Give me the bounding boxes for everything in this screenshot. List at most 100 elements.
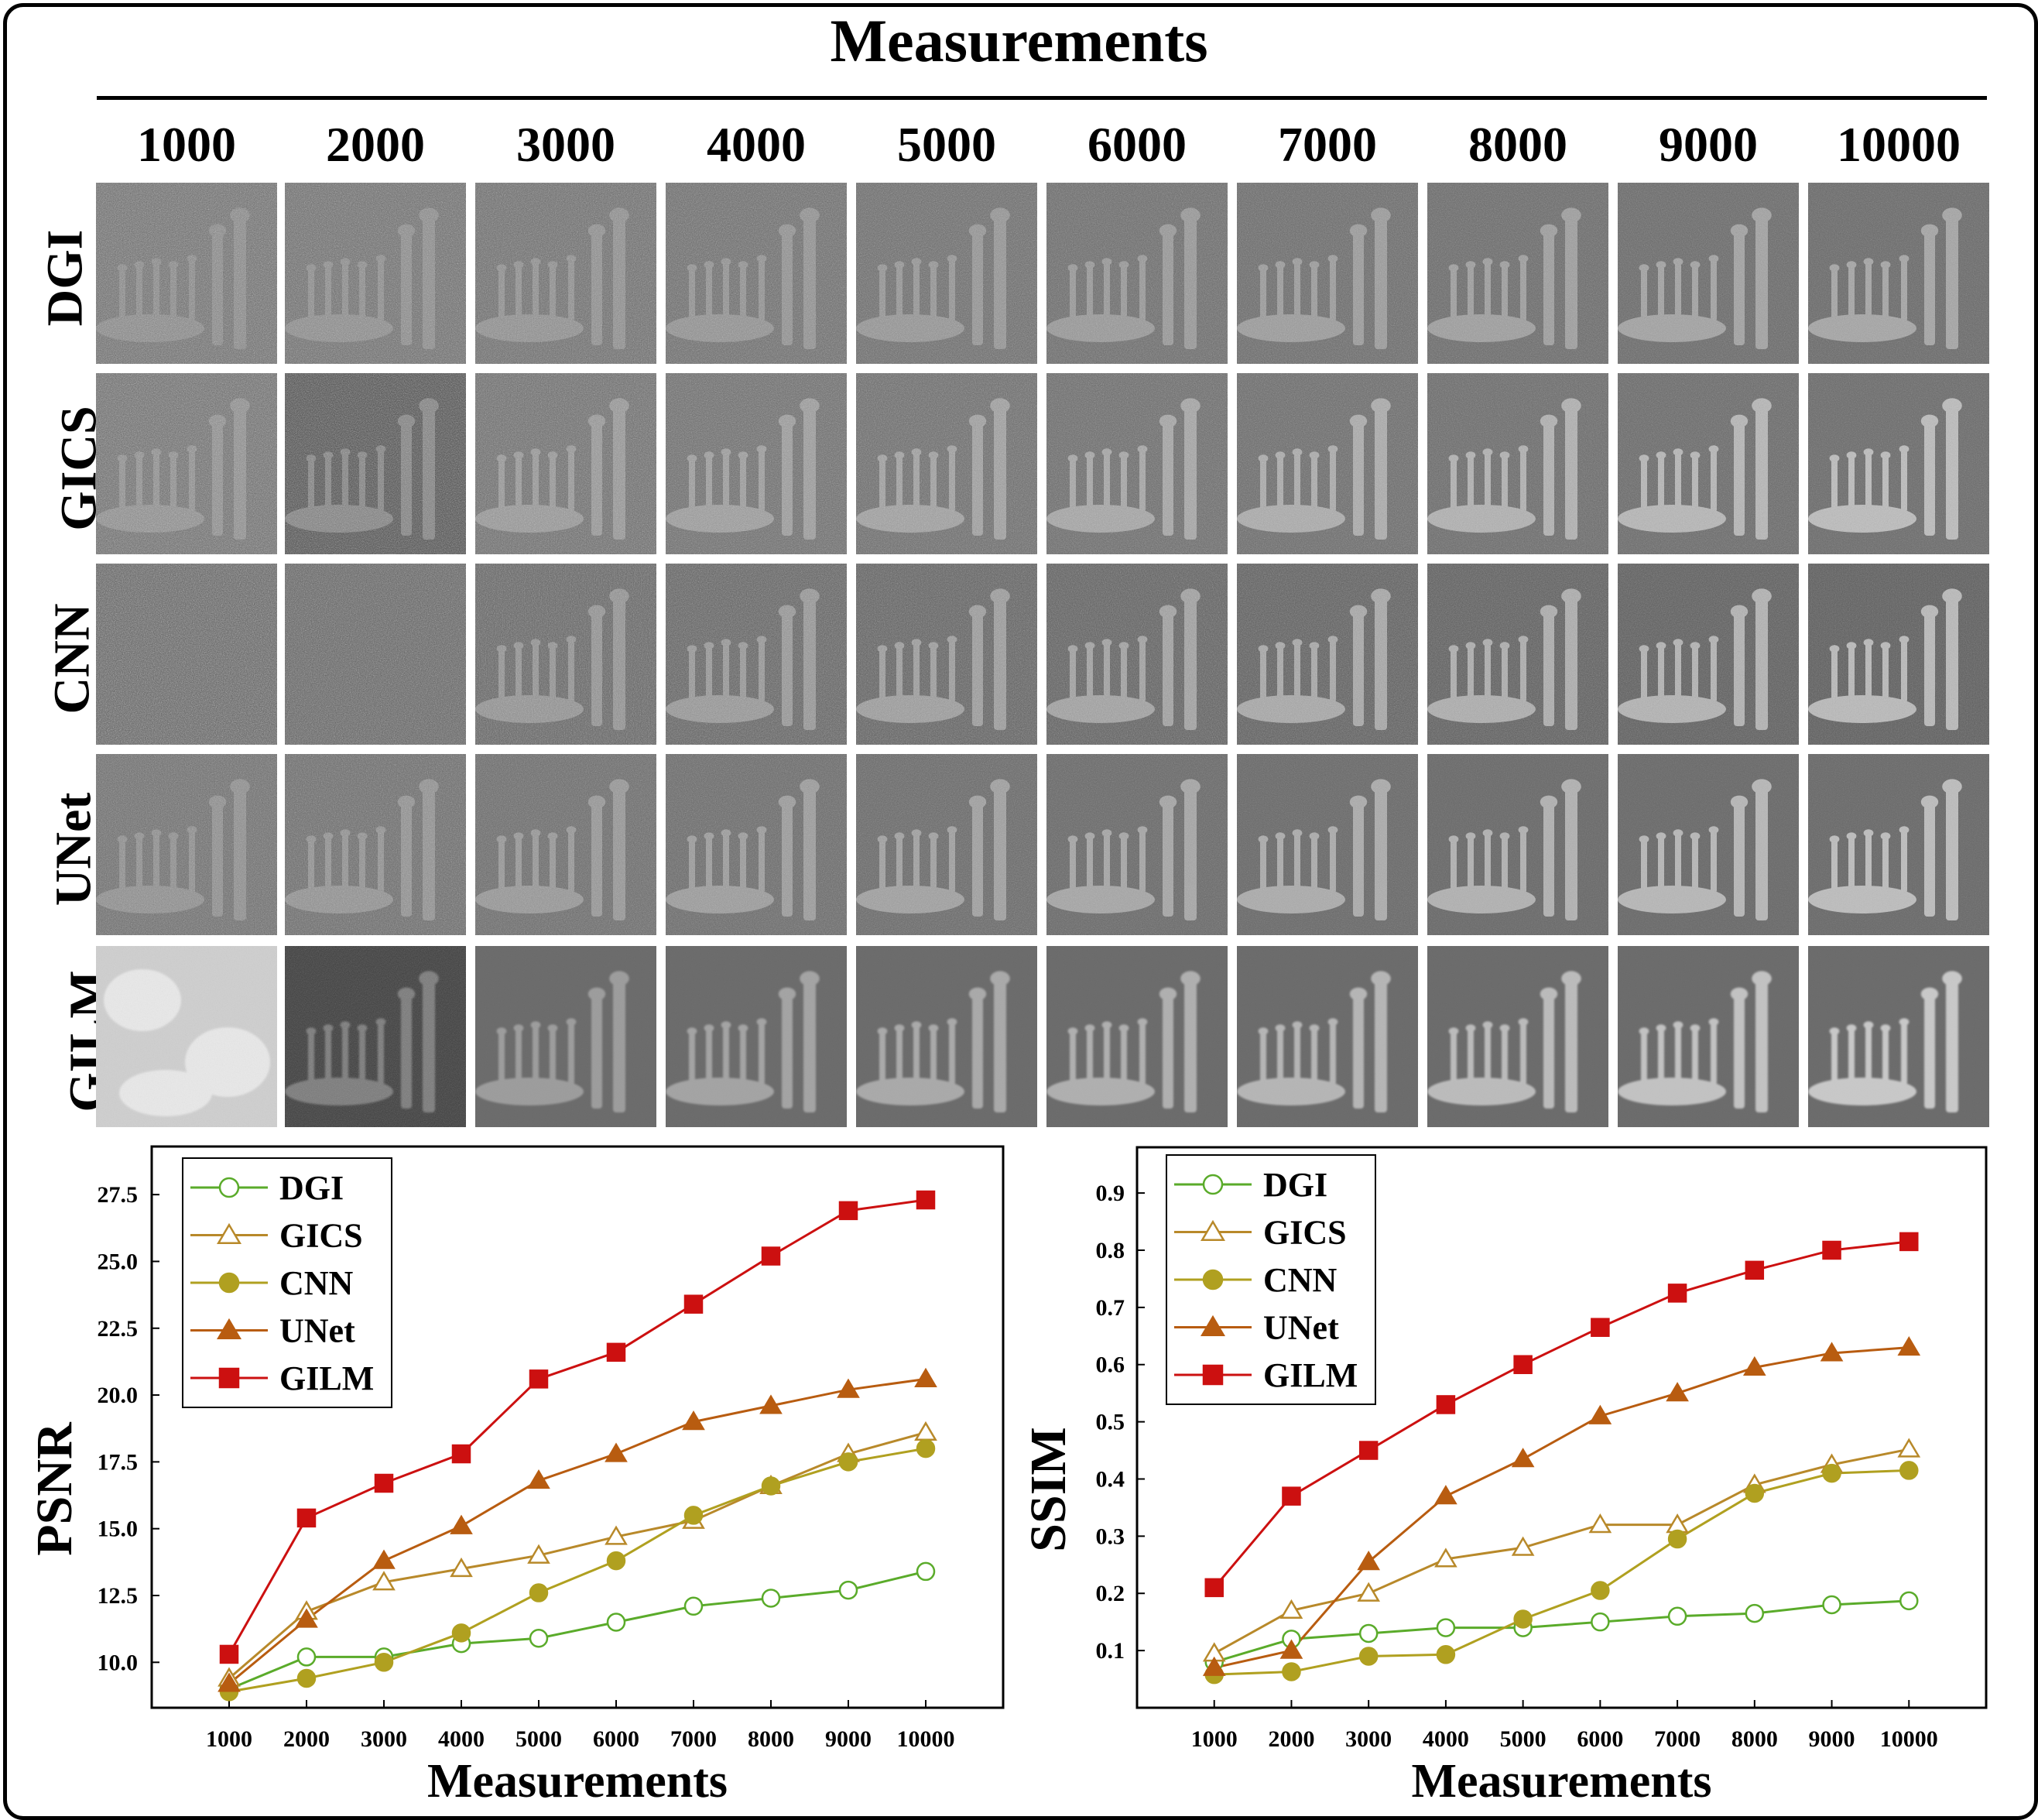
data-point-cnn xyxy=(916,1438,936,1458)
y-tick-label: 0.7 xyxy=(1096,1295,1125,1321)
legend-label: GILM xyxy=(1263,1356,1358,1394)
series-line-dgi xyxy=(228,1570,927,1691)
y-tick-label: 0.3 xyxy=(1096,1524,1125,1549)
x-tick-label: 8000 xyxy=(748,1726,794,1752)
data-point-gilm xyxy=(296,1508,317,1528)
column-header: 8000 xyxy=(1468,117,1567,172)
legend-marker-gilm xyxy=(1202,1364,1224,1386)
reconstruction-image xyxy=(1237,564,1418,745)
data-point-gilm xyxy=(1358,1441,1379,1460)
reconstruction-image xyxy=(666,564,847,745)
reconstruction-image xyxy=(856,183,1037,364)
reconstruction-image xyxy=(1808,564,1989,745)
reconstruction-image xyxy=(1237,183,1418,364)
reconstruction-image xyxy=(1237,946,1418,1127)
data-point-cnn xyxy=(683,1506,704,1525)
data-point-cnn xyxy=(451,1623,471,1643)
data-point-gics xyxy=(450,1557,473,1578)
y-tick-label: 10.0 xyxy=(98,1650,139,1675)
data-point-cnn xyxy=(296,1668,317,1688)
reconstruction-image xyxy=(666,373,847,554)
reconstruction-image xyxy=(666,946,847,1127)
x-tick-label: 1000 xyxy=(1191,1726,1238,1752)
reconstruction-image xyxy=(1237,373,1418,554)
x-tick-label: 6000 xyxy=(1577,1726,1623,1752)
x-tick-label: 2000 xyxy=(283,1726,330,1752)
data-point-unet xyxy=(218,1672,241,1692)
reconstruction-image xyxy=(1427,564,1608,745)
data-point-gilm xyxy=(1436,1395,1456,1414)
reconstruction-image xyxy=(285,564,466,745)
data-point-gics xyxy=(1279,1599,1303,1619)
reconstruction-image xyxy=(1046,373,1228,554)
data-point-cnn xyxy=(1667,1529,1687,1549)
y-tick-label: 20.0 xyxy=(98,1383,139,1408)
reconstruction-image xyxy=(96,183,277,364)
legend-label: GICS xyxy=(279,1217,363,1255)
y-axis-label: PSNR xyxy=(26,1421,83,1556)
reconstruction-image xyxy=(1618,754,1799,935)
y-tick-label: 0.1 xyxy=(1096,1638,1125,1664)
legend-label: UNet xyxy=(279,1312,355,1350)
data-point-dgi xyxy=(838,1580,858,1600)
data-point-cnn xyxy=(1436,1645,1456,1664)
data-point-unet xyxy=(682,1410,705,1431)
row-label: DGI xyxy=(36,229,94,327)
x-tick-label: 3000 xyxy=(361,1726,407,1752)
column-header: 1000 xyxy=(137,117,236,172)
column-header: 5000 xyxy=(897,117,996,172)
reconstruction-image xyxy=(856,373,1037,554)
x-tick-label: 5000 xyxy=(515,1726,562,1752)
data-point-dgi xyxy=(1899,1591,1919,1611)
data-point-unet xyxy=(1897,1336,1921,1356)
x-tick-label: 8000 xyxy=(1731,1726,1778,1752)
legend-label: DGI xyxy=(1263,1166,1327,1204)
data-point-gilm xyxy=(1745,1260,1765,1280)
data-point-gics xyxy=(1588,1513,1612,1534)
data-point-dgi xyxy=(606,1613,626,1632)
data-point-cnn xyxy=(838,1452,858,1472)
data-point-unet xyxy=(295,1608,318,1628)
data-point-unet xyxy=(1279,1639,1303,1659)
legend-label: DGI xyxy=(279,1169,344,1207)
data-point-gilm xyxy=(451,1444,471,1464)
y-tick-label: 0.2 xyxy=(1096,1581,1125,1606)
y-tick-label: 0.8 xyxy=(1096,1238,1125,1263)
legend-marker-gics xyxy=(217,1222,241,1244)
y-tick-label: 12.5 xyxy=(98,1583,139,1609)
reconstruction-image xyxy=(475,754,656,935)
column-header: 10000 xyxy=(1837,117,1961,172)
series-line-cnn xyxy=(228,1447,927,1693)
reconstruction-image xyxy=(96,564,277,745)
figure-title: Measurements xyxy=(830,7,1208,74)
data-point-gilm xyxy=(374,1473,394,1493)
y-tick-label: 22.5 xyxy=(98,1316,139,1342)
y-tick-label: 0.6 xyxy=(1096,1352,1125,1378)
data-point-unet xyxy=(1588,1404,1612,1424)
x-tick-label: 7000 xyxy=(1654,1726,1701,1752)
column-header: 2000 xyxy=(326,117,425,172)
column-header: 7000 xyxy=(1278,117,1377,172)
data-point-unet xyxy=(1742,1356,1766,1376)
legend-label: CNN xyxy=(279,1264,354,1302)
data-point-gics xyxy=(1511,1536,1535,1556)
data-point-cnn xyxy=(606,1551,626,1571)
data-point-gilm xyxy=(1667,1284,1687,1303)
reconstruction-image xyxy=(1046,946,1228,1127)
data-point-dgi xyxy=(916,1561,936,1582)
reconstruction-image xyxy=(856,754,1037,935)
data-point-unet xyxy=(1434,1485,1457,1505)
x-axis-label: Measurements xyxy=(1412,1755,1712,1808)
x-tick-label: 10000 xyxy=(897,1726,955,1752)
x-axis-label: Measurements xyxy=(427,1755,728,1808)
data-point-cnn xyxy=(1899,1461,1919,1480)
data-point-unet xyxy=(527,1469,550,1489)
data-point-dgi xyxy=(1667,1606,1687,1626)
column-header: 3000 xyxy=(516,117,615,172)
data-point-cnn xyxy=(1822,1463,1841,1483)
x-tick-label: 10000 xyxy=(1880,1726,1938,1752)
data-point-gics xyxy=(1897,1438,1921,1458)
x-tick-label: 3000 xyxy=(1345,1726,1392,1752)
data-point-gilm xyxy=(761,1246,781,1266)
y-tick-label: 0.9 xyxy=(1096,1181,1125,1206)
